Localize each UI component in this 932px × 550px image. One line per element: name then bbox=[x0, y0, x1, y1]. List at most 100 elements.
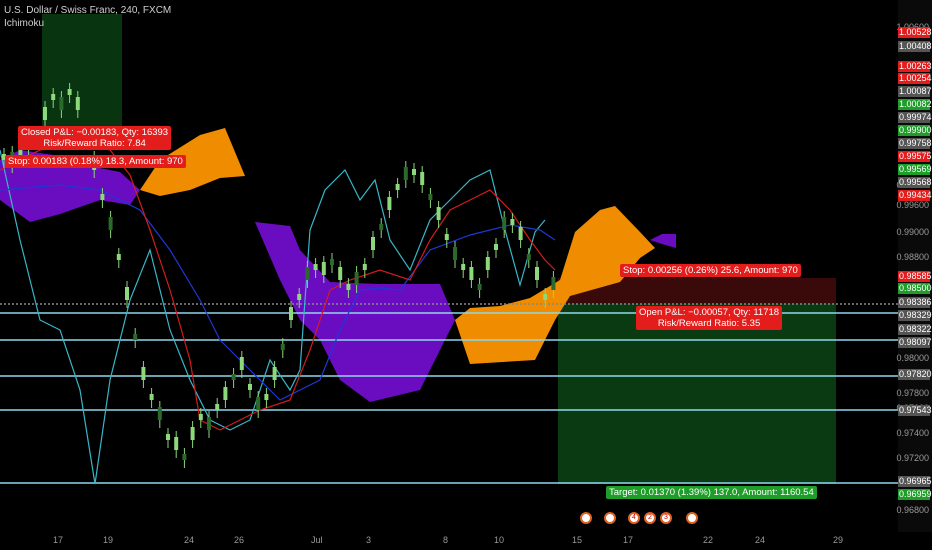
economic-event-icon[interactable] bbox=[604, 512, 616, 524]
candle-body bbox=[305, 267, 310, 280]
stop-right-label: Stop: 0.00256 (0.26%) 25.6, Amount: 970 bbox=[620, 264, 801, 277]
closed-rr-text: Risk/Reward Ratio: 7.84 bbox=[43, 138, 146, 149]
time-tick-label: 19 bbox=[103, 535, 114, 545]
candle-body bbox=[215, 404, 220, 410]
closed-pnl-text: Closed P&L: −0.00183, Qty: 16393 bbox=[21, 127, 169, 138]
candle-body bbox=[354, 272, 359, 285]
price-badge: 0.99758 bbox=[898, 138, 932, 149]
price-tick-label: 0.99000 bbox=[896, 227, 929, 237]
candle-body bbox=[526, 254, 531, 260]
tenkan-sen-line bbox=[0, 139, 556, 431]
time-tick-label: Jul bbox=[311, 535, 323, 545]
price-badge: 0.98585 bbox=[898, 271, 932, 282]
economic-event-icon[interactable] bbox=[580, 512, 592, 524]
candle-body bbox=[387, 197, 392, 210]
candle-body bbox=[428, 194, 433, 200]
candle-body bbox=[395, 184, 400, 190]
candle-body bbox=[75, 97, 80, 110]
candle-body bbox=[116, 254, 121, 260]
candle-body bbox=[469, 267, 474, 280]
candle-body bbox=[330, 259, 334, 265]
economic-event-icon[interactable]: 3 bbox=[660, 512, 672, 524]
candle-body bbox=[264, 394, 269, 400]
candle-body bbox=[444, 234, 449, 240]
chikou-span-line bbox=[0, 149, 546, 485]
price-badge: 1.00254 bbox=[898, 73, 932, 84]
time-tick-label: 8 bbox=[443, 535, 449, 545]
candle-body bbox=[502, 217, 507, 230]
candle-body bbox=[494, 244, 498, 250]
kijun-sen-line bbox=[0, 184, 556, 401]
candle-body bbox=[362, 264, 367, 270]
price-tick-label: 0.97200 bbox=[896, 453, 929, 463]
price-badge: 1.00528 bbox=[898, 27, 932, 38]
time-tick-label: 26 bbox=[234, 535, 245, 545]
economic-event-icon[interactable]: 2 bbox=[644, 512, 656, 524]
chart-legend: U.S. Dollar / Swiss Franc, 240, FXCM Ich… bbox=[4, 4, 171, 30]
time-tick-label: 17 bbox=[623, 535, 634, 545]
candle-body bbox=[67, 89, 72, 95]
candle-body bbox=[239, 357, 244, 370]
candle-body bbox=[43, 107, 47, 120]
candle-body bbox=[231, 374, 236, 380]
kumo-bearish-3 bbox=[650, 234, 676, 248]
open-pnl-text: Open P&L: −0.00057, Qty: 11718 bbox=[639, 307, 780, 318]
symbol-title: U.S. Dollar / Swiss Franc, 240, FXCM bbox=[4, 5, 172, 16]
price-tick-label: 0.98800 bbox=[896, 252, 929, 262]
price-badge: 0.99974 bbox=[898, 112, 932, 123]
candle-body bbox=[346, 284, 351, 290]
candle-body bbox=[297, 294, 302, 300]
price-tick-label: 0.97400 bbox=[896, 428, 929, 438]
candle-body bbox=[412, 169, 416, 175]
price-tick-label: 0.96800 bbox=[896, 505, 929, 515]
price-badge: 0.98329 bbox=[898, 310, 932, 321]
time-tick-label: 17 bbox=[53, 535, 64, 545]
price-badge: 1.00263 bbox=[898, 61, 932, 72]
candle-body bbox=[125, 287, 129, 300]
kumo-bearish-2 bbox=[255, 222, 455, 402]
price-badge: 1.00082 bbox=[898, 99, 932, 110]
open-rr-text: Risk/Reward Ratio: 5.35 bbox=[657, 318, 761, 329]
price-badge: 0.97820 bbox=[898, 369, 932, 380]
kumo-bullish-1 bbox=[140, 128, 245, 196]
price-badge: 0.99434 bbox=[898, 190, 932, 201]
candle-body bbox=[223, 387, 228, 400]
candle-body bbox=[18, 149, 23, 155]
time-tick-label: 24 bbox=[184, 535, 195, 545]
time-tick-label: 10 bbox=[494, 535, 505, 545]
candle-body bbox=[51, 94, 56, 100]
candle-body bbox=[551, 277, 556, 290]
candle-body bbox=[182, 454, 187, 460]
time-tick-label: 22 bbox=[703, 535, 714, 545]
price-badge: 0.99900 bbox=[898, 125, 932, 136]
candle-body bbox=[379, 224, 384, 230]
candle-body bbox=[518, 227, 523, 240]
candle-body bbox=[141, 367, 146, 380]
price-tick-label: 0.99600 bbox=[896, 200, 929, 210]
candle-body bbox=[198, 414, 203, 420]
candle-body bbox=[510, 219, 515, 225]
candle-body bbox=[174, 437, 179, 450]
candle-body bbox=[543, 294, 548, 300]
candle-body bbox=[420, 172, 425, 185]
price-badge: 0.96959 bbox=[898, 489, 932, 500]
price-axis[interactable]: 1.006000.998000.996000.990000.988000.980… bbox=[896, 0, 932, 532]
closed-trade-label: Closed P&L: −0.00183, Qty: 16393 Risk/Re… bbox=[18, 126, 172, 150]
time-tick-label: 15 bbox=[572, 535, 583, 545]
stop-left-label: Stop: 0.00183 (0.18%) 18.3, Amount: 970 bbox=[5, 155, 186, 168]
candle-body bbox=[272, 367, 277, 380]
candle-body bbox=[461, 264, 466, 270]
candle-body bbox=[289, 307, 293, 320]
candle-body bbox=[453, 247, 457, 260]
candle-body bbox=[133, 334, 138, 340]
economic-event-icon[interactable]: 4 bbox=[628, 512, 640, 524]
economic-event-icon[interactable] bbox=[686, 512, 698, 524]
candle-body bbox=[108, 217, 113, 230]
price-badge: 0.98097 bbox=[898, 337, 932, 348]
candle-body bbox=[403, 167, 408, 180]
indicator-label[interactable]: Ichimoku bbox=[4, 18, 45, 29]
candle-body bbox=[166, 434, 170, 440]
candle-body bbox=[371, 237, 375, 250]
price-badge: 0.97543 bbox=[898, 405, 932, 416]
